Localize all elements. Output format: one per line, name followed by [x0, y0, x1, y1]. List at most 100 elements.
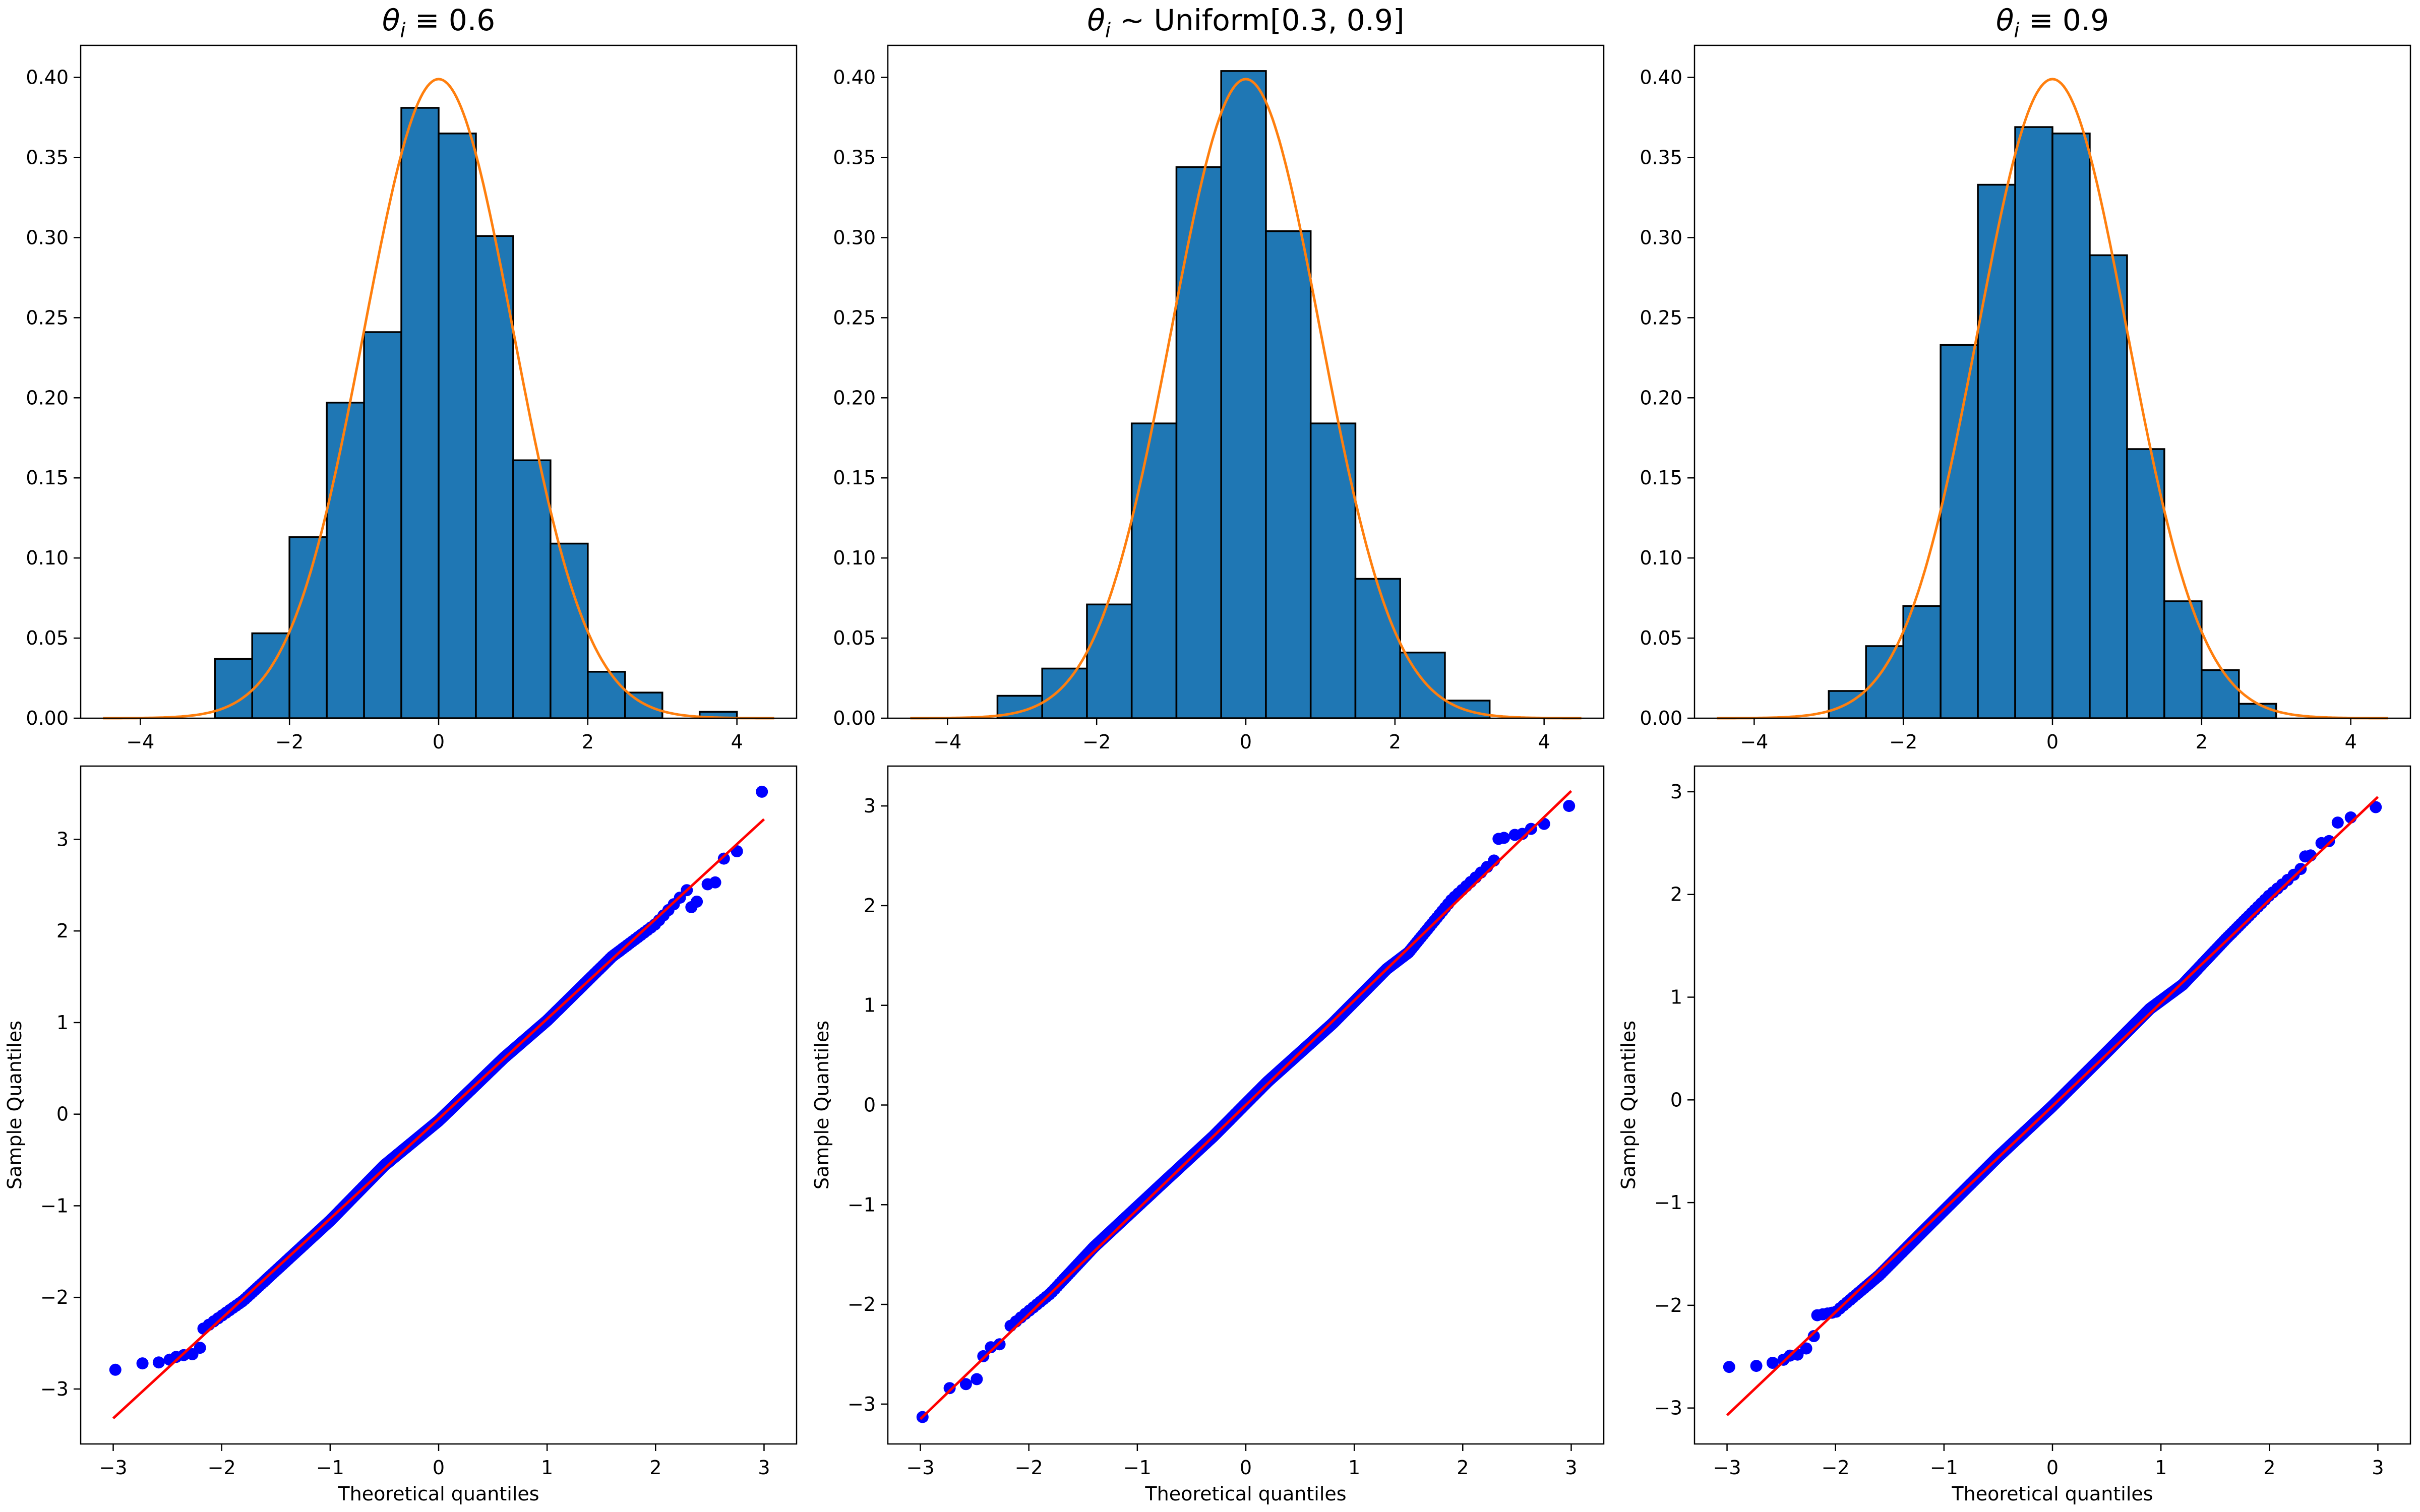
x-tick-label: 2	[582, 731, 594, 753]
y-tick-label: −2	[848, 1293, 876, 1315]
qq-point	[152, 1356, 165, 1369]
y-tick-label: 0.35	[833, 147, 876, 169]
y-tick-label: 0.30	[26, 226, 69, 248]
reference-line	[919, 790, 1572, 1420]
histogram-bar	[1041, 667, 1088, 719]
y-tick-label: 0.00	[833, 707, 876, 729]
x-tick-label: −4	[126, 731, 154, 753]
normal-pdf-curve	[910, 78, 1582, 720]
axes-frame	[80, 765, 798, 1445]
histogram-bar	[2089, 254, 2128, 719]
y-tick-label: 0.35	[1640, 147, 1682, 169]
histogram-panel-1: −4 −2 0 2 4 0.00 0.05 0.10 0.15 0.20 0.25 0.30 0.35 0…	[26, 3, 798, 753]
y-tick-label: 0.10	[1640, 547, 1682, 569]
y-tick-label: 0.20	[833, 387, 876, 409]
y-tick-label: −1	[848, 1193, 876, 1216]
y-tick-label: 0.00	[1640, 707, 1682, 729]
title-symbol: θ	[382, 3, 400, 37]
histogram-panel-3: −4 −2 0 2 4 0.00 0.05 0.10 0.15 0.20 0.25 0.30 0.35 0…	[1640, 3, 2411, 753]
histogram-bar	[475, 235, 514, 719]
qq-point	[943, 1382, 956, 1395]
x-tick-label: 2	[649, 1457, 661, 1479]
qq-panel-1: −3 −2 −1 0 1 2 3 −3 −2 −1 0 1 2 3 Theoretical quantile…	[4, 765, 798, 1505]
qq-point	[109, 1363, 122, 1376]
y-axis-label: Sample Quantiles	[1617, 1021, 1640, 1189]
histogram-bar	[512, 459, 552, 719]
y-tick-label: −3	[848, 1393, 876, 1415]
y-tick-label: 0.15	[1640, 467, 1682, 489]
y-tick-label: 0.40	[26, 67, 69, 89]
x-tick-label: 1	[2155, 1457, 2167, 1479]
title-rest: ∼ Uniform[0.3, 0.9]	[1111, 3, 1405, 37]
y-axis-label: Sample Quantiles	[4, 1021, 26, 1189]
histogram-bar	[1130, 422, 1178, 719]
qq-point	[1723, 1361, 1735, 1373]
y-tick-label: 0.05	[1640, 627, 1682, 649]
title-subscript: i	[400, 19, 405, 42]
x-tick-label: 2	[2196, 731, 2208, 753]
histogram-bar	[1086, 603, 1133, 719]
y-tick-label: 3	[56, 828, 69, 850]
x-tick-label: 0	[2046, 1457, 2059, 1479]
reference-line	[1726, 796, 2379, 1416]
y-tick-label: 0.35	[26, 147, 69, 169]
histogram-bar	[288, 536, 328, 719]
qq-point	[1766, 1357, 1779, 1369]
qq-point	[1800, 1342, 1812, 1355]
x-tick-label: 0	[1240, 1457, 1252, 1479]
qq-point	[194, 1342, 206, 1354]
x-tick-label: 2	[1389, 731, 1401, 753]
y-tick-label: 0	[864, 1094, 876, 1116]
y-tick-label: 0.10	[833, 547, 876, 569]
y-tick-label: −1	[40, 1194, 69, 1217]
x-tick-label: −2	[275, 731, 304, 753]
y-tick-label: 0.05	[26, 627, 69, 649]
qq-point	[136, 1357, 149, 1370]
histogram-bar	[363, 331, 402, 719]
y-tick-label: 0.25	[833, 306, 876, 329]
qq-point	[977, 1350, 990, 1362]
qq-panel-2: −3 −2 −1 0 1 2 3 −3 −2 −1 0 1 2 3 Theoretical quantile…	[811, 765, 1605, 1505]
normal-pdf-curve	[103, 78, 774, 720]
histogram-bar	[550, 542, 589, 719]
qq-point	[1750, 1360, 1763, 1372]
y-tick-label: −2	[1654, 1294, 1682, 1316]
x-tick-label: −3	[99, 1457, 128, 1479]
axes-frame	[1693, 765, 2411, 1445]
histogram-panel-2: −4 −2 0 2 4 0.00 0.05 0.10 0.15 0.20 0.25 0.30 0.35 0…	[833, 3, 1605, 753]
x-tick-label: −2	[1015, 1457, 1043, 1479]
title-subscript: i	[2014, 19, 2019, 42]
x-tick-label: 0	[1240, 731, 1252, 753]
x-tick-label: 0	[433, 1457, 445, 1479]
qq-point	[1563, 800, 1576, 812]
y-tick-label: 1	[56, 1012, 69, 1034]
y-tick-label: 0.20	[1640, 387, 1682, 409]
y-tick-label: 0.00	[26, 707, 69, 729]
y-tick-label: 0.40	[1640, 67, 1682, 89]
qq-point	[2331, 816, 2344, 829]
y-tick-label: 0	[56, 1103, 69, 1125]
panel-title: θi ≡ 0.6	[382, 3, 495, 42]
y-tick-label: 0.25	[1640, 306, 1682, 329]
qq-point	[2370, 801, 2382, 813]
x-axis-label: Theoretical quantiles	[1951, 1483, 2153, 1505]
x-tick-label: 2	[1457, 1457, 1469, 1479]
y-tick-label: 0.40	[833, 67, 876, 89]
x-tick-label: −2	[1889, 731, 1917, 753]
title-symbol: θ	[1996, 3, 2014, 37]
y-axis-label: Sample Quantiles	[811, 1021, 833, 1189]
x-axis-label: Theoretical quantiles	[1144, 1483, 1346, 1505]
y-tick-label: −3	[40, 1378, 69, 1400]
x-tick-label: −2	[1822, 1457, 1850, 1479]
y-tick-label: 0.15	[26, 467, 69, 489]
histogram-bar	[1865, 645, 1904, 719]
y-tick-label: 0.15	[833, 467, 876, 489]
y-tick-label: 2	[56, 920, 69, 942]
y-tick-label: 0.30	[833, 226, 876, 248]
qq-point	[2323, 835, 2335, 847]
y-tick-label: 0	[1670, 1089, 1682, 1111]
histogram-bar	[2014, 126, 2053, 719]
histogram-bar	[1265, 230, 1312, 719]
title-subscript: i	[1105, 19, 1111, 42]
